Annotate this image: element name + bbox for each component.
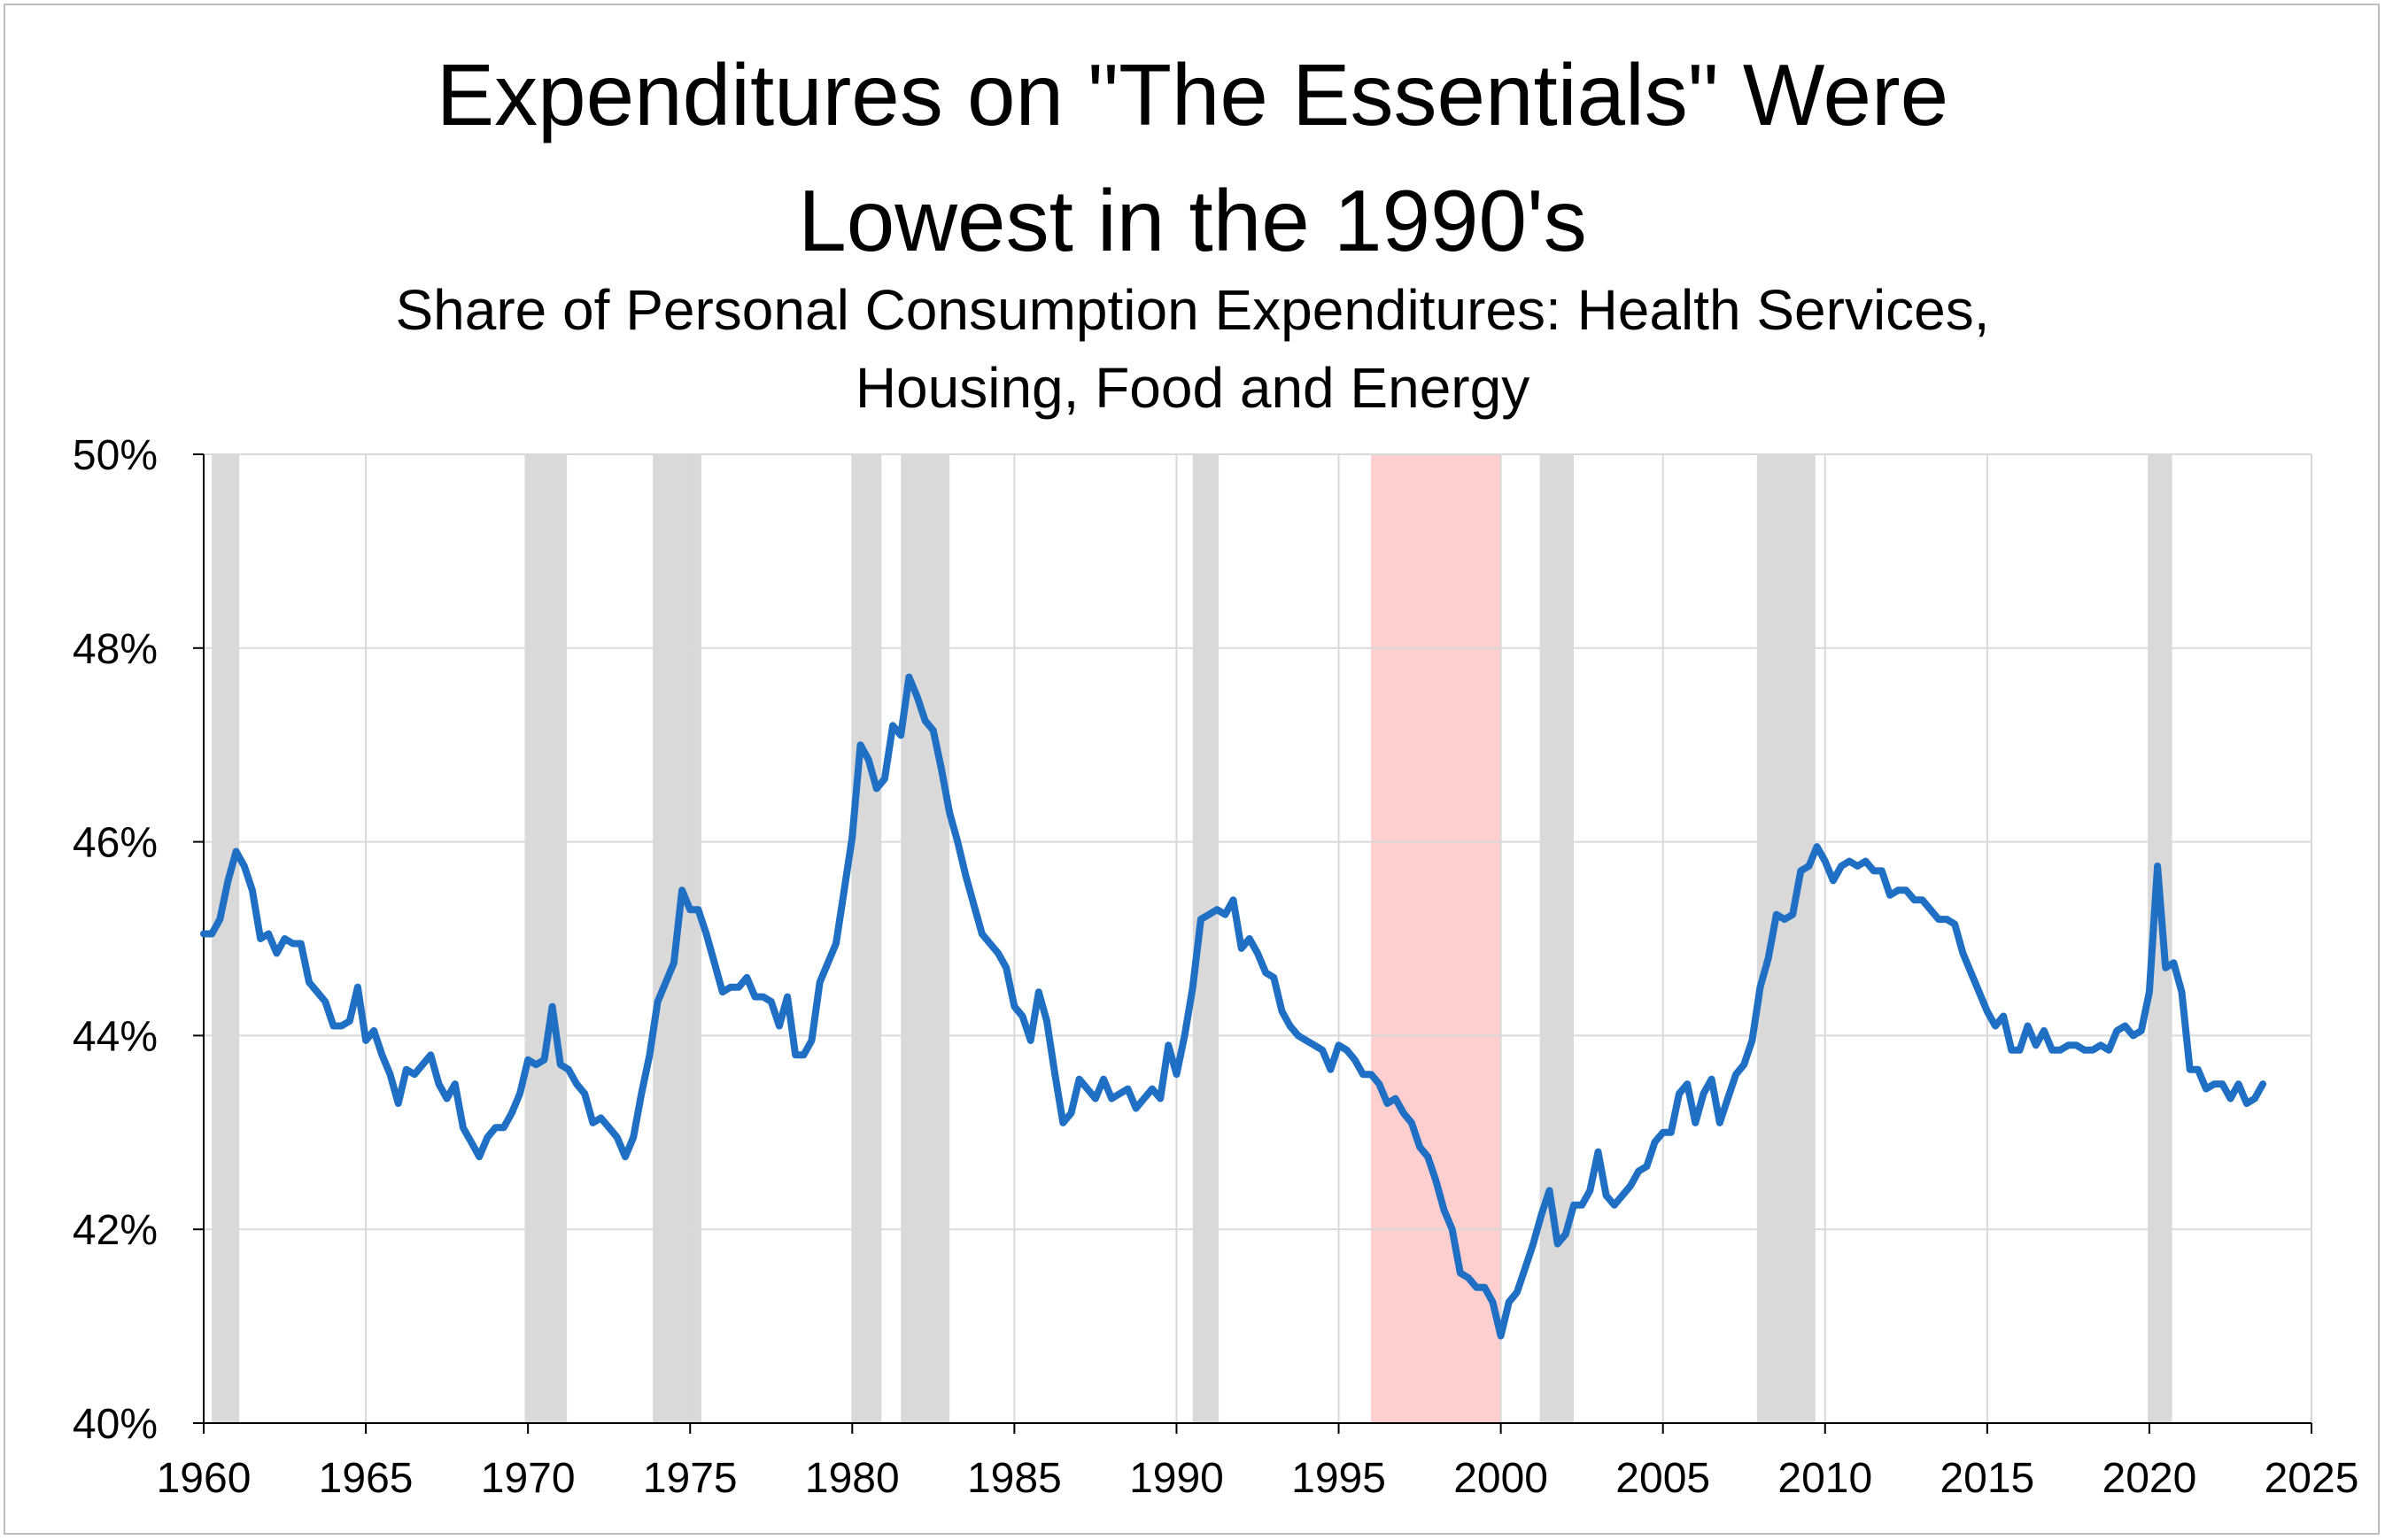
x-tick-label: 2020 bbox=[2102, 1455, 2197, 1502]
recession-band bbox=[212, 454, 240, 1423]
recession-band bbox=[852, 454, 882, 1423]
x-tick-label: 2000 bbox=[1453, 1455, 1548, 1502]
y-tick-label: 48% bbox=[73, 626, 158, 673]
x-tick-label: 2005 bbox=[1615, 1455, 1710, 1502]
chart-subtitle-line-1: Share of Personal Consumption Expenditur… bbox=[395, 278, 1990, 342]
highlight-band-1990s bbox=[1371, 454, 1501, 1423]
y-tick-label: 42% bbox=[73, 1207, 158, 1254]
x-tick-label: 1995 bbox=[1291, 1455, 1386, 1502]
x-tick-label: 2025 bbox=[2265, 1455, 2359, 1502]
x-tick-label: 1980 bbox=[805, 1455, 900, 1502]
x-tick-label: 1985 bbox=[967, 1455, 1062, 1502]
x-tick-label: 1970 bbox=[481, 1455, 576, 1502]
axes bbox=[193, 453, 2312, 1434]
y-tick-label: 44% bbox=[73, 1013, 158, 1060]
recession-band bbox=[1539, 454, 1574, 1423]
tick-labels: 1960 1965 1970 1975 1980 1985 1990 1995 2000 2005… bbox=[73, 432, 2358, 1502]
chart-subtitle-line-2: Housing, Food and Energy bbox=[855, 356, 1530, 420]
recession-band bbox=[524, 454, 568, 1423]
x-tick-label: 2015 bbox=[1940, 1455, 2034, 1502]
x-tick-label: 2010 bbox=[1777, 1455, 1872, 1502]
y-tick-label: 40% bbox=[73, 1401, 158, 1448]
y-tick-label: 50% bbox=[73, 432, 158, 479]
y-tick-label: 46% bbox=[73, 820, 158, 867]
chart-title-line-1: Expenditures on "The Essentials" Were bbox=[436, 46, 1949, 143]
x-tick-label: 1965 bbox=[319, 1455, 414, 1502]
series-line-essentials-share bbox=[200, 673, 2267, 1340]
x-tick-label: 1975 bbox=[643, 1455, 738, 1502]
shaded-periods bbox=[212, 454, 2172, 1423]
recession-band bbox=[1756, 454, 1816, 1423]
x-tick-label: 1990 bbox=[1129, 1455, 1224, 1502]
gridlines bbox=[204, 453, 2312, 1423]
series-layer bbox=[200, 673, 2267, 1340]
x-tick-label: 1960 bbox=[157, 1455, 252, 1502]
chart-title-line-2: Lowest in the 1990's bbox=[798, 172, 1587, 269]
recession-band bbox=[901, 454, 950, 1423]
chart-frame bbox=[4, 4, 2380, 1535]
